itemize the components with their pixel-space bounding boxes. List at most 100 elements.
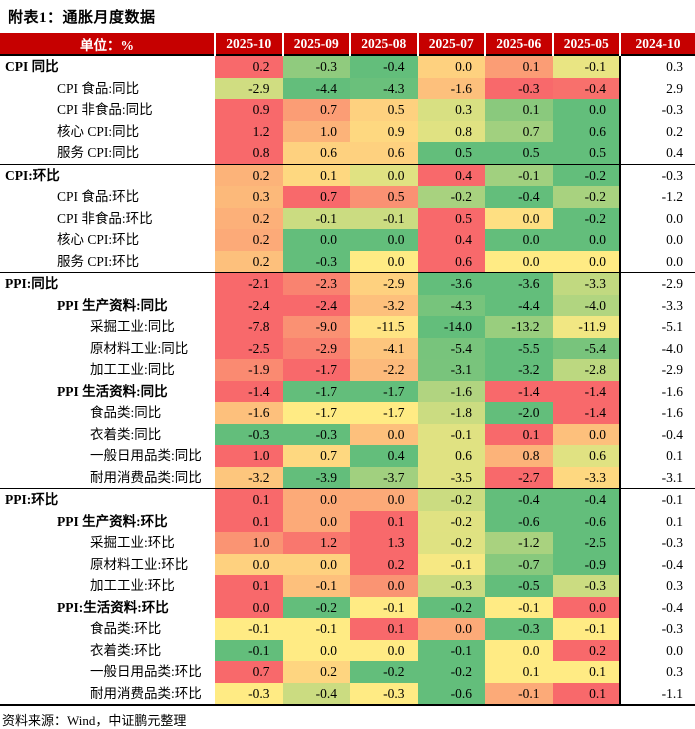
value-cell: 0.1 [215, 510, 283, 532]
value-cell: -2.1 [215, 272, 283, 295]
value-cell: 0.9 [215, 99, 283, 121]
value-cell: 0.0 [350, 250, 418, 273]
value-cell: -1.6 [215, 402, 283, 424]
table-row: 衣着类:环比 -0.1 0.0 0.0 -0.1 0.0 0.2 0.0 [0, 639, 695, 661]
value-cell: 0.7 [282, 99, 350, 121]
value-cell: -11.9 [552, 316, 620, 338]
value-cell: -3.6 [485, 272, 553, 295]
row-label: PPI 生产资料:环比 [57, 513, 168, 529]
value-cell: -0.3 [282, 250, 350, 273]
value-cell: -4.0 [552, 294, 620, 316]
table-row: CPI 非食品:同比 0.9 0.7 0.5 0.3 0.1 0.0 -0.3 [0, 99, 695, 121]
value-cell: 0.8 [417, 120, 485, 142]
column-header-2024-10: 2024-10 [620, 33, 695, 55]
value-cell: -1.4 [485, 380, 553, 402]
unit-header: 单位：% [0, 33, 216, 55]
table-row: PPI 生活资料:同比 -1.4 -1.7 -1.7 -1.6 -1.4 -1.4 -1.6 [0, 380, 695, 402]
value-cell: -0.1 [282, 207, 350, 229]
row-label: CPI 非食品:同比 [57, 102, 153, 117]
value-cell: -3.2 [485, 359, 553, 381]
table-row: CPI 食品:同比 -2.9 -4.4 -4.3 -1.6 -0.3 -0.4 2.9 [0, 77, 695, 99]
value-cell: -0.1 [215, 639, 283, 661]
value-cell: 0.1 [485, 55, 553, 78]
value-cell: -4.1 [350, 337, 418, 359]
value-cell: 0.8 [485, 445, 553, 467]
value-cell: -2.7 [485, 466, 553, 489]
row-label: 服务 CPI:同比 [57, 145, 140, 160]
table-header-row: 单位：% 2025-10 2025-09 2025-08 2025-07 2025-06… [0, 33, 695, 55]
value-cell: 0.2 [552, 639, 620, 661]
value-cell: 0.0 [485, 639, 553, 661]
table-row: 服务 CPI:环比 0.2 -0.3 0.0 0.6 0.0 0.0 0.0 [0, 250, 695, 273]
value-cell: -1.6 [417, 380, 485, 402]
value-cell: -0.1 [350, 207, 418, 229]
inflation-table: 单位：% 2025-10 2025-09 2025-08 2025-07 2025-06… [0, 33, 695, 706]
value-cell: 0.2 [282, 661, 350, 683]
row-label: 原材料工业:同比 [90, 340, 189, 356]
value-cell: -3.2 [215, 466, 283, 489]
value-cell: 0.0 [350, 639, 418, 661]
value-cell: 1.0 [215, 445, 283, 467]
value-cell: -4.3 [417, 294, 485, 316]
value-cell: 0.0 [282, 488, 350, 511]
value-cell: 0.0 [417, 618, 485, 640]
row-label: CPI 食品:同比 [57, 80, 140, 96]
value-cell: -0.3 [619, 163, 695, 186]
value-cell: 0.5 [350, 186, 418, 208]
value-cell: -3.2 [350, 294, 418, 316]
table-row: CPI 同比 0.2 -0.3 -0.4 0.0 0.1 -0.1 0.3 [0, 55, 695, 78]
table-row: 衣着类:同比 -0.3 -0.3 0.0 -0.1 0.1 0.0 -0.4 [0, 423, 695, 445]
table-row: 食品类:环比 -0.1 -0.1 0.1 0.0 -0.3 -0.1 -0.3 [0, 618, 695, 640]
row-label: 衣着类:环比 [90, 642, 162, 658]
value-cell: -0.4 [619, 553, 695, 575]
value-cell: -0.3 [282, 423, 350, 445]
value-cell: -2.4 [282, 294, 350, 316]
value-cell: 0.0 [282, 229, 350, 251]
value-cell: -4.3 [350, 77, 418, 99]
value-cell: 0.0 [552, 423, 620, 445]
value-cell: 0.0 [350, 423, 418, 445]
value-cell: -0.3 [215, 423, 283, 445]
value-cell: -0.3 [350, 682, 418, 705]
row-label: 原材料工业:环比 [90, 556, 189, 572]
value-cell: 0.3 [619, 661, 695, 683]
value-cell: 0.7 [282, 186, 350, 208]
value-cell: -0.3 [619, 532, 695, 554]
table-row: 一般日用品类:同比 1.0 0.7 0.4 0.6 0.8 0.6 0.1 [0, 445, 695, 467]
value-cell: -0.2 [282, 596, 350, 618]
table-row: 加工工业:同比 -1.9 -1.7 -2.2 -3.1 -3.2 -2.8 -2.9 [0, 359, 695, 381]
value-cell: -9.0 [282, 316, 350, 338]
value-cell: -0.2 [552, 186, 620, 208]
value-cell: -2.9 [619, 359, 695, 381]
value-cell: 0.1 [215, 488, 283, 511]
value-cell: 0.0 [619, 250, 695, 273]
value-cell: -2.9 [350, 272, 418, 295]
value-cell: 0.0 [215, 596, 283, 618]
value-cell: 0.1 [282, 163, 350, 186]
row-label: PPI:环比 [0, 488, 215, 511]
value-cell: -0.1 [619, 488, 695, 511]
value-cell: 1.3 [350, 532, 418, 554]
value-cell: -0.3 [552, 575, 620, 597]
table-row: 采掘工业:环比 1.0 1.2 1.3 -0.2 -1.2 -2.5 -0.3 [0, 532, 695, 554]
value-cell: 0.5 [350, 99, 418, 121]
table-row: 一般日用品类:环比 0.7 0.2 -0.2 -0.2 0.1 0.1 0.3 [0, 661, 695, 683]
value-cell: 0.9 [350, 120, 418, 142]
table-row: CPI 食品:环比 0.3 0.7 0.5 -0.2 -0.4 -0.2 -1.2 [0, 186, 695, 208]
value-cell: 0.1 [215, 575, 283, 597]
table-row: 采掘工业:同比 -7.8 -9.0 -11.5 -14.0 -13.2 -11.9 -5.1 [0, 316, 695, 338]
value-cell: -0.1 [552, 618, 620, 640]
table-row: CPI:环比 0.2 0.1 0.0 0.4 -0.1 -0.2 -0.3 [0, 163, 695, 186]
value-cell: -5.5 [485, 337, 553, 359]
value-cell: 0.0 [282, 639, 350, 661]
value-cell: -1.2 [485, 532, 553, 554]
row-label: 食品类:同比 [90, 405, 162, 420]
table-row: CPI 非食品:环比 0.2 -0.1 -0.1 0.5 0.0 -0.2 0.0 [0, 207, 695, 229]
value-cell: 0.0 [215, 553, 283, 575]
value-cell: 0.0 [350, 229, 418, 251]
row-label: PPI 生活资料:同比 [57, 383, 168, 399]
table-body: CPI 同比 0.2 -0.3 -0.4 0.0 0.1 -0.1 0.3 CPI 食品:同比 -… [0, 55, 695, 705]
value-cell: -0.4 [485, 186, 553, 208]
value-cell: 0.5 [485, 142, 553, 164]
row-label: CPI:环比 [0, 163, 215, 186]
